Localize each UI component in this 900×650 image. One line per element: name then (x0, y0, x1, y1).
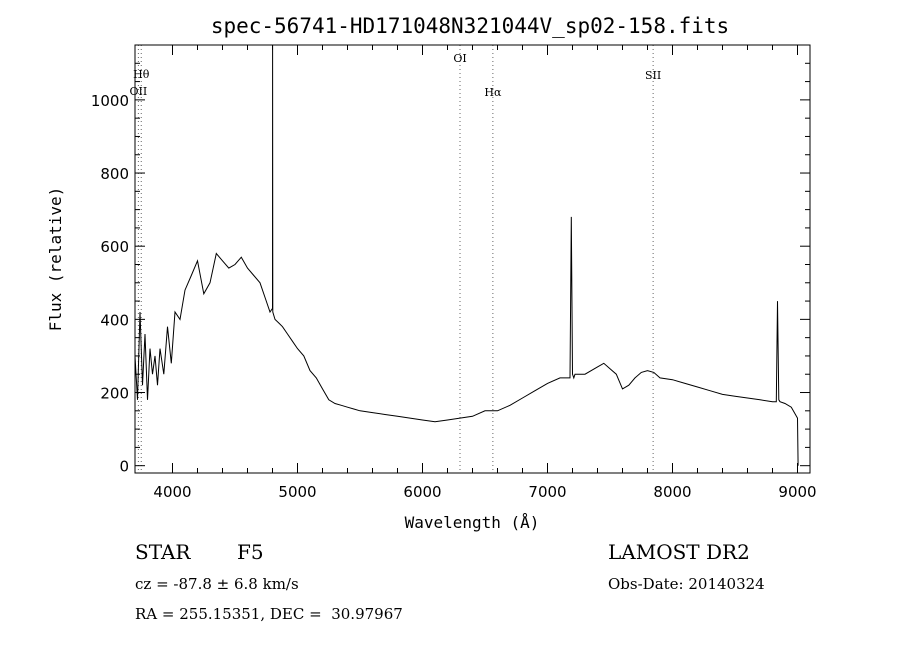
line-label: Hα (484, 86, 502, 99)
x-tick-label: 9000 (778, 483, 816, 501)
obs-date-text: Obs-Date: 20140324 (608, 575, 765, 593)
y-tick-label: 0 (119, 458, 129, 476)
line-label: SII (645, 69, 661, 82)
x-axis-label: Wavelength (Å) (405, 513, 540, 532)
y-axis-label: Flux (relative) (46, 187, 65, 332)
x-tick-label: 6000 (403, 483, 441, 501)
line-label: Hθ (133, 68, 150, 81)
x-tick-label: 8000 (653, 483, 691, 501)
y-tick-label: 1000 (91, 92, 129, 110)
y-tick-label: 600 (100, 238, 129, 256)
chart-title: spec-56741-HD171048N321044V_sp02-158.fit… (211, 14, 729, 38)
spectrum-series (134, 44, 799, 466)
y-tick-label: 200 (100, 385, 129, 403)
subclass-text: F5 (237, 540, 264, 564)
x-axis-ticks: 4000 5000 6000 7000 8000 9000 (153, 45, 817, 501)
survey-text: LAMOST DR2 (608, 540, 750, 564)
plot-frame (134, 44, 811, 474)
spectrum-line (134, 44, 799, 466)
y-axis-ticks: 0 200 400 600 800 1000 (91, 62, 810, 476)
y-tick-label: 400 (100, 311, 129, 329)
x-tick-label: 5000 (278, 483, 316, 501)
x-tick-label: 4000 (153, 483, 191, 501)
object-class-text: STAR (135, 540, 191, 564)
spectral-line-markers: Hθ OII OI Hα SII (130, 45, 661, 473)
line-label: OI (453, 52, 466, 65)
x-tick-label: 7000 (528, 483, 566, 501)
y-tick-label: 800 (100, 165, 129, 183)
redshift-text: cz = -87.8 ± 6.8 km/s (135, 575, 299, 593)
coordinates-text: RA = 255.15351, DEC = 30.97967 (135, 605, 403, 623)
line-label: OII (130, 85, 148, 98)
